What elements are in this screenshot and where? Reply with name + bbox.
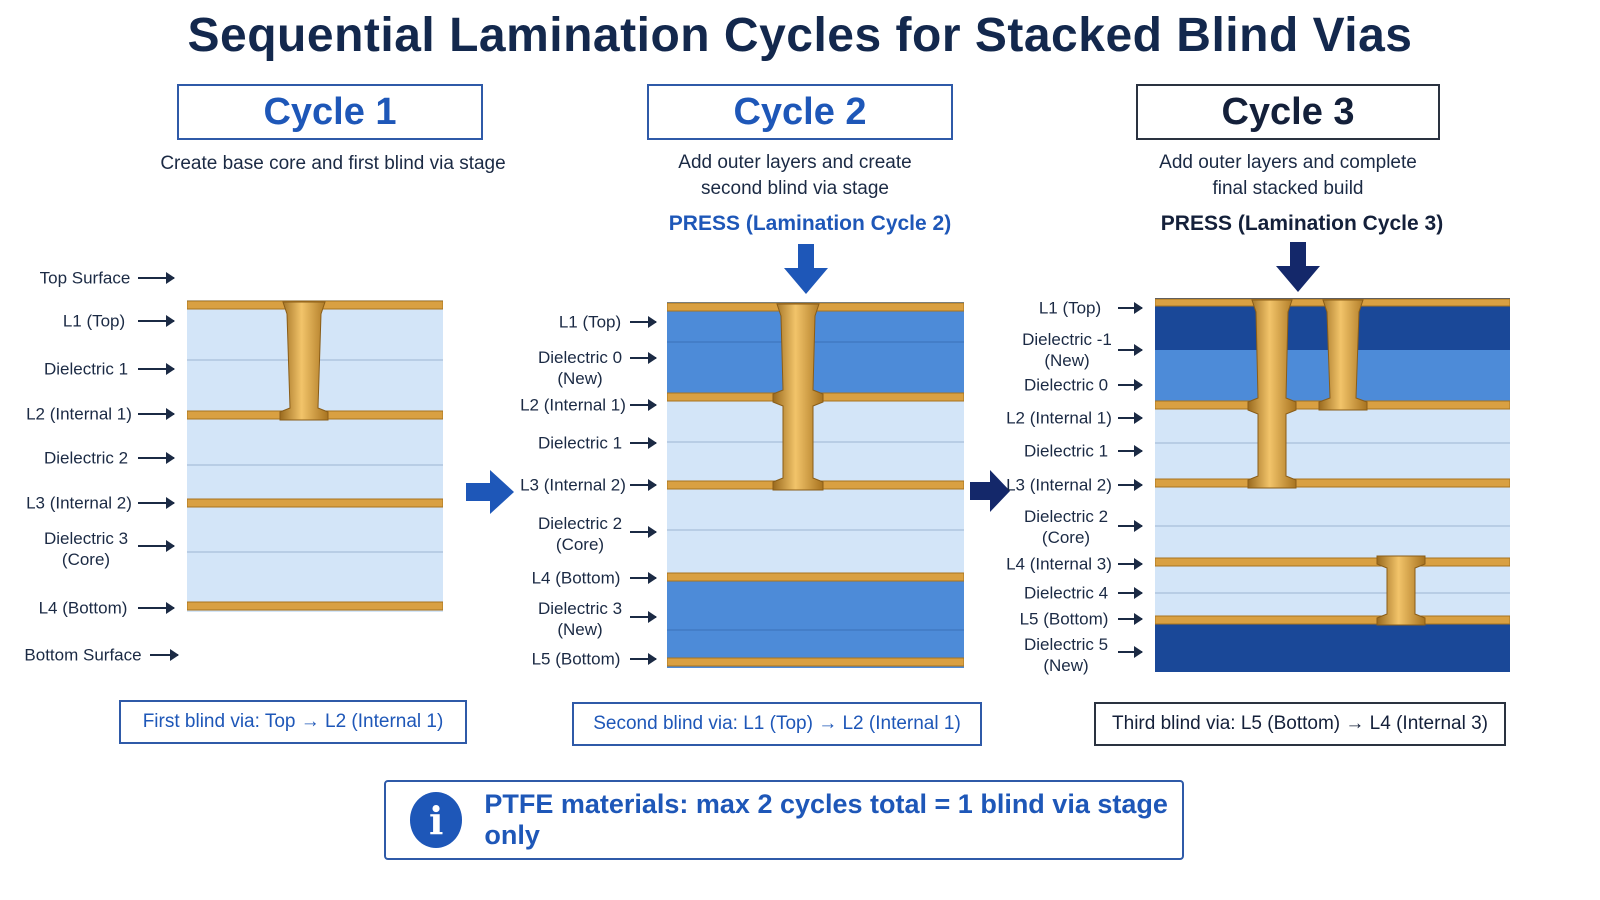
- layer-label: L1 (Top): [62, 311, 126, 331]
- cycle-3-stackup: [1155, 298, 1510, 672]
- cycle-2-heading: Cycle 2: [647, 84, 953, 140]
- diagram-title: Sequential Lamination Cycles for Stacked…: [187, 9, 1413, 62]
- layer-label: Dielectric 1: [43, 359, 129, 379]
- pointer-arrow-icon: [1118, 646, 1143, 658]
- pointer-arrow-icon: [630, 437, 657, 449]
- layer-label: Dielectric 3 (New): [537, 599, 623, 639]
- cycle-2-stackup: [667, 302, 964, 668]
- pointer-arrow-icon: [630, 611, 657, 623]
- pointer-arrow-icon: [138, 497, 175, 509]
- layer-label: Dielectric 2 (Core): [537, 514, 623, 554]
- cycle-1-heading: Cycle 1: [177, 84, 483, 140]
- flow-arrow-icon: [466, 470, 514, 514]
- press-down-arrow-icon: [784, 244, 828, 294]
- ptfe-info-text: PTFE materials: max 2 cycles total = 1 b…: [484, 789, 1168, 850]
- cycle-3-note: Third blind via: L5 (Bottom) → L4 (Inter…: [1094, 702, 1506, 746]
- layer-label: Dielectric 5 (New): [1023, 635, 1109, 675]
- cycle-1-note: First blind via: Top → L2 (Internal 1): [119, 700, 467, 744]
- layer-label: L3 (Internal 2): [1006, 475, 1112, 495]
- pointer-arrow-icon: [138, 363, 175, 375]
- pointer-arrow-icon: [1118, 412, 1143, 424]
- pointer-arrow-icon: [1118, 302, 1143, 314]
- pointer-arrow-icon: [1118, 379, 1143, 391]
- layer-label: Top Surface: [39, 268, 131, 288]
- pointer-arrow-icon: [138, 272, 175, 284]
- layer-label: L3 (Internal 2): [26, 493, 132, 513]
- layer-label: Dielectric 1: [1023, 441, 1109, 461]
- cycle-2-press-label: PRESS (Lamination Cycle 2): [668, 212, 952, 235]
- layer-label: Dielectric 1: [537, 433, 623, 453]
- layer-label: Dielectric 2 (Core): [1023, 507, 1109, 547]
- layer-label: L2 (Internal 1): [520, 395, 626, 415]
- cycle-2-description: Add outer layers and create second blind…: [678, 152, 912, 199]
- pointer-arrow-icon: [1118, 344, 1143, 356]
- cycle-2-note: Second blind via: L1 (Top) → L2 (Interna…: [572, 702, 982, 746]
- layer-label: Dielectric -1 (New): [1022, 330, 1112, 370]
- pointer-arrow-icon: [630, 526, 657, 538]
- layer-label: Dielectric 4: [1023, 583, 1109, 603]
- pointer-arrow-icon: [138, 602, 175, 614]
- pointer-arrow-icon: [630, 399, 657, 411]
- press-down-arrow-icon: [1276, 242, 1320, 292]
- pointer-arrow-icon: [1118, 587, 1143, 599]
- pointer-arrow-icon: [138, 408, 175, 420]
- pointer-arrow-icon: [1118, 445, 1143, 457]
- pointer-arrow-icon: [630, 316, 657, 328]
- layer-label: L2 (Internal 1): [1006, 408, 1112, 428]
- layer-label: L1 (Top): [1038, 298, 1102, 318]
- layer-label: L1 (Top): [558, 312, 622, 332]
- ptfe-info-box: i PTFE materials: max 2 cycles total = 1…: [384, 780, 1184, 860]
- pointer-arrow-icon: [1118, 520, 1143, 532]
- pointer-arrow-icon: [630, 479, 657, 491]
- layer-label: Bottom Surface: [24, 645, 142, 665]
- layer-label: L4 (Internal 3): [1006, 554, 1112, 574]
- pointer-arrow-icon: [1118, 613, 1143, 625]
- cycle-3-heading: Cycle 3: [1136, 84, 1440, 140]
- pointer-arrow-icon: [138, 452, 175, 464]
- flow-arrow-icon: [970, 470, 1010, 512]
- layer-label: L4 (Bottom): [531, 568, 621, 588]
- layer-label: Dielectric 3 (Core): [43, 529, 129, 569]
- pointer-arrow-icon: [138, 315, 175, 327]
- layer-label: Dielectric 0 (New): [537, 348, 623, 388]
- layer-label: L4 (Bottom): [38, 598, 128, 618]
- layer-label: Dielectric 2: [43, 448, 129, 468]
- pointer-arrow-icon: [1118, 479, 1143, 491]
- layer-label: L3 (Internal 2): [520, 475, 626, 495]
- pointer-arrow-icon: [630, 653, 657, 665]
- cycle-3-description: Add outer layers and complete final stac…: [1159, 152, 1417, 199]
- info-icon: i: [410, 792, 463, 848]
- pointer-arrow-icon: [630, 572, 657, 584]
- layer-label: L5 (Bottom): [531, 649, 621, 669]
- pointer-arrow-icon: [138, 540, 175, 552]
- layer-label: Dielectric 0: [1023, 375, 1109, 395]
- pointer-arrow-icon: [150, 649, 179, 661]
- cycle-3-press-label: PRESS (Lamination Cycle 3): [1160, 212, 1444, 235]
- layer-label: L5 (Bottom): [1019, 609, 1109, 629]
- cycle-1-stackup: [187, 300, 443, 612]
- pointer-arrow-icon: [630, 352, 657, 364]
- cycle-1-description: Create base core and first blind via sta…: [160, 153, 506, 174]
- pointer-arrow-icon: [1118, 558, 1143, 570]
- layer-label: L2 (Internal 1): [26, 404, 132, 424]
